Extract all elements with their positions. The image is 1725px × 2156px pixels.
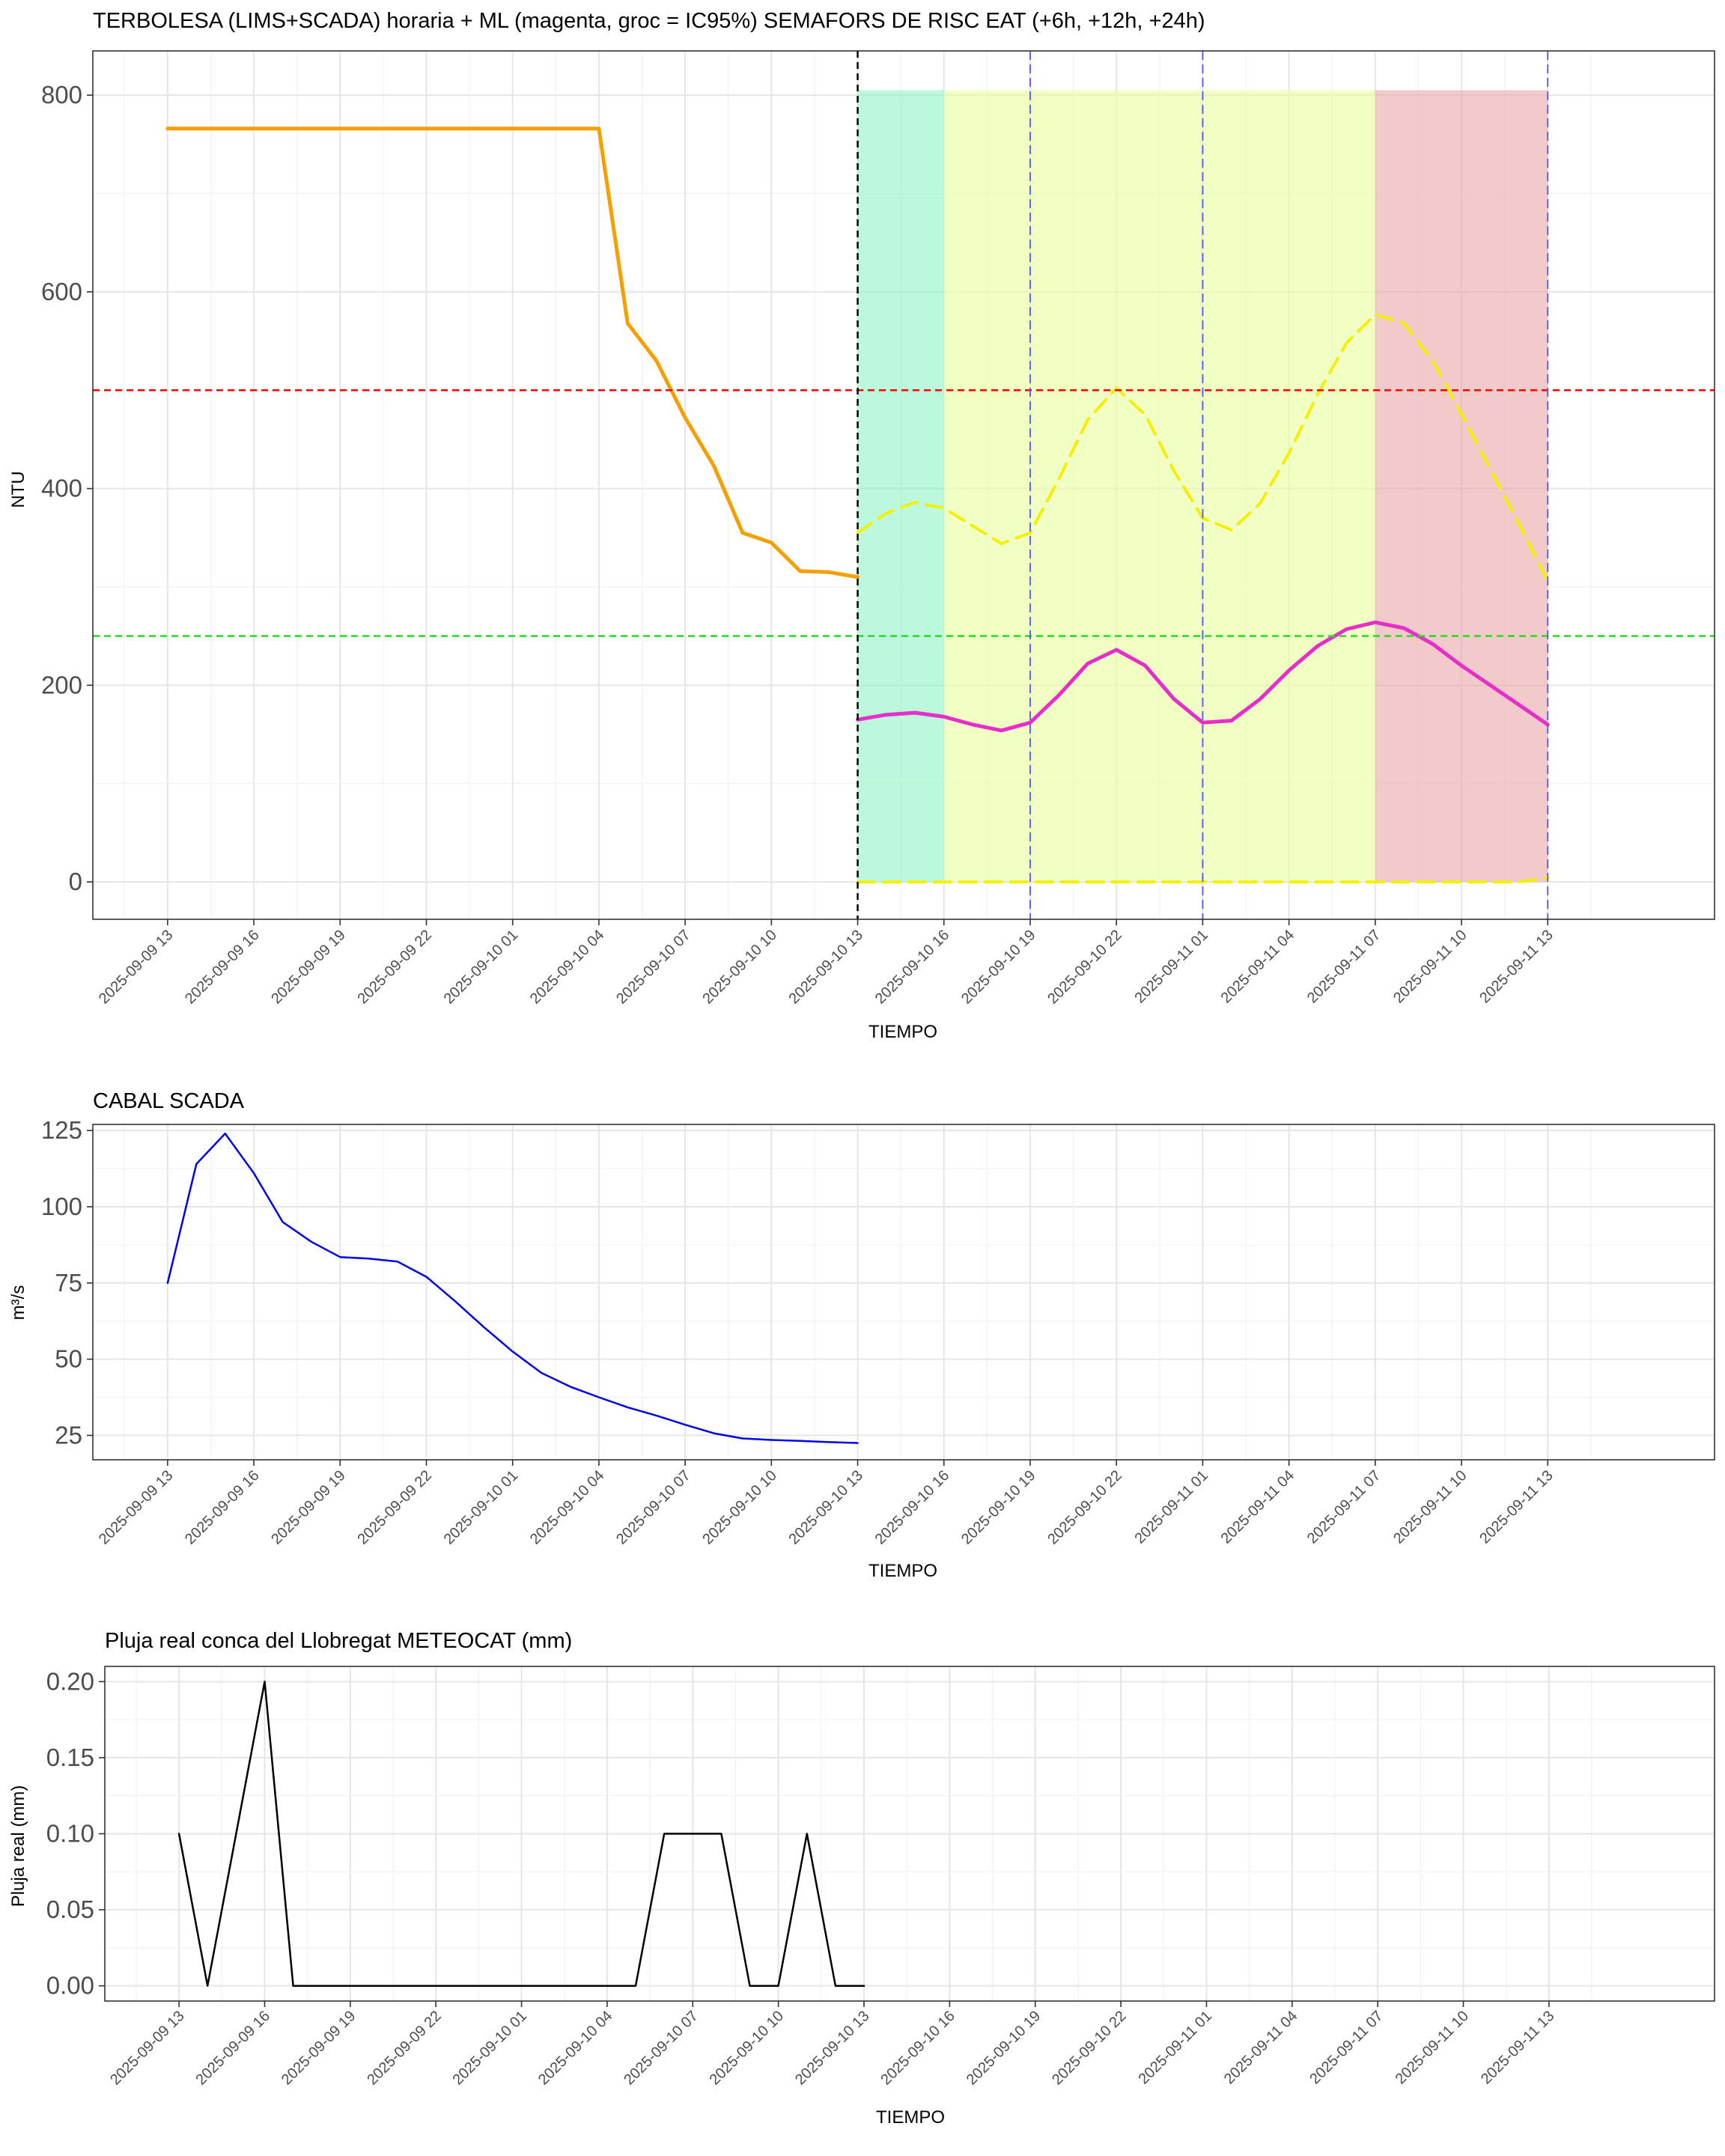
x-tick-label: 2025-09-11 10: [1393, 2008, 1473, 2088]
observed-turbidity-line: [165, 127, 860, 579]
turbidity-title: TERBOLESA (LIMS+SCADA) horaria + ML (mag…: [93, 9, 1205, 33]
x-tick-label: 2025-09-09 22: [364, 2008, 445, 2089]
x-tick-label: 2025-09-10 01: [441, 1467, 522, 1548]
x-tick-label: 2025-09-10 16: [877, 2008, 958, 2089]
y-tick-label: 600: [41, 278, 82, 305]
y-tick-label: 200: [41, 671, 82, 698]
y-tick-label: 125: [41, 1116, 82, 1144]
x-tick-label: 2025-09-11 13: [1476, 927, 1557, 1007]
x-tick-label: 2025-09-11 10: [1390, 1467, 1470, 1547]
x-tick-label: 2025-09-10 01: [450, 2008, 531, 2089]
y-tick-label: 100: [41, 1193, 82, 1220]
plot-border: [92, 1124, 1715, 1461]
rain-panel: Pluja real conca del Llobregat METEOCAT …: [8, 1629, 1715, 2128]
x-tick-label: 2025-09-10 16: [872, 927, 953, 1008]
plot-area: [104, 1666, 1715, 2002]
rain-title: Pluja real conca del Llobregat METEOCAT …: [105, 1629, 572, 1653]
y-tick-label: 50: [55, 1345, 82, 1373]
x-tick-label: 2025-09-09 22: [354, 1467, 435, 1548]
y-tick-label: 0.00: [46, 1972, 94, 2000]
x-tick-label: 2025-09-10 13: [786, 1467, 867, 1548]
y-tick-label: 400: [41, 475, 82, 502]
ci95_lower-line: [856, 876, 1550, 884]
x-tick-label: 2025-09-11 10: [1390, 927, 1470, 1007]
x-tick-label: 2025-09-10 04: [535, 2008, 616, 2089]
flow-x-axis-title: TIEMPO: [868, 1561, 937, 1581]
x-tick-label: 2025-09-11 01: [1131, 927, 1211, 1007]
x-tick-label: 2025-09-09 19: [279, 2008, 359, 2089]
x-tick-label: 2025-09-10 04: [527, 1467, 608, 1548]
x-tick-label: 2025-09-09 16: [192, 2008, 273, 2089]
x-tick-label: 2025-09-11 04: [1218, 1467, 1298, 1547]
x-tick-label: 2025-09-10 07: [613, 927, 694, 1008]
x-tick-label: 2025-09-09 13: [107, 2008, 188, 2089]
x-tick-label: 2025-09-10 19: [964, 2008, 1044, 2089]
prediction-line: [856, 620, 1550, 733]
y-tick-label: 0.15: [46, 1744, 94, 1771]
x-tick-label: 2025-09-10 10: [699, 1467, 780, 1548]
risk-band-green: [857, 90, 944, 883]
flow-panel: CABAL SCADA TIEMPO m³/s 25 50 75 100 125 2025…: [8, 1089, 1715, 1581]
x-tick-label: 2025-09-10 13: [792, 2008, 873, 2089]
y-tick-label: 25: [55, 1421, 82, 1449]
y-tick-label: 800: [41, 81, 82, 109]
x-tick-label: 2025-09-11 13: [1476, 1467, 1557, 1547]
x-tick-label: 2025-09-09 16: [182, 1467, 263, 1548]
y-tick-label: 75: [55, 1269, 82, 1297]
rain-x-axis-title: TIEMPO: [876, 2107, 945, 2128]
x-tick-label: 2025-09-11 04: [1218, 927, 1298, 1007]
x-tick-label: 2025-09-10 22: [1044, 1467, 1125, 1548]
x-tick-label: 2025-09-09 13: [96, 927, 177, 1008]
y-tick-label: 0: [69, 868, 82, 895]
x-tick-label: 2025-09-10 13: [786, 927, 867, 1008]
x-tick-label: 2025-09-09 13: [96, 1467, 177, 1548]
turbidity-x-axis-title: TIEMPO: [868, 1022, 937, 1042]
plot-background: [93, 1124, 1715, 1460]
x-tick-label: 2025-09-09 19: [268, 1467, 349, 1548]
x-tick-label: 2025-09-10 07: [621, 2008, 702, 2089]
x-tick-label: 2025-09-09 19: [268, 927, 349, 1008]
x-tick-label: 2025-09-09 16: [182, 927, 263, 1008]
x-tick-label: 2025-09-10 22: [1049, 2008, 1130, 2089]
x-tick-label: 2025-09-10 19: [958, 927, 1039, 1008]
x-tick-label: 2025-09-10 16: [872, 1467, 953, 1548]
risk-band-red: [1375, 90, 1548, 883]
y-tick-label: 0.10: [46, 1820, 94, 1848]
x-tick-label: 2025-09-11 13: [1478, 2008, 1558, 2088]
x-tick-label: 2025-09-09 22: [354, 927, 435, 1008]
rain-line: [177, 1681, 865, 1987]
x-tick-label: 2025-09-10 04: [527, 927, 608, 1008]
x-tick-label: 2025-09-11 01: [1135, 2008, 1215, 2088]
x-tick-label: 2025-09-11 01: [1131, 1467, 1211, 1547]
x-tick-label: 2025-09-10 10: [707, 2008, 788, 2089]
x-tick-label: 2025-09-11 04: [1221, 2008, 1301, 2088]
x-tick-label: 2025-09-10 10: [699, 927, 780, 1008]
x-tick-label: 2025-09-10 01: [441, 927, 522, 1008]
x-tick-label: 2025-09-10 07: [613, 1467, 694, 1548]
plot-border: [92, 50, 1715, 920]
x-tick-label: 2025-09-11 07: [1304, 927, 1384, 1007]
x-tick-label: 2025-09-10 19: [958, 1467, 1039, 1548]
plot-area: [92, 50, 1715, 920]
x-tick-label: 2025-09-11 07: [1306, 2008, 1387, 2088]
rain-y-axis-title: Pluja real (mm): [8, 1785, 28, 1907]
plot-area: [92, 1124, 1715, 1461]
flow-line: [166, 1132, 859, 1444]
flow-title: CABAL SCADA: [93, 1089, 245, 1113]
x-tick-label: 2025-09-10 22: [1044, 927, 1125, 1008]
risk-band-yellow: [943, 90, 1375, 883]
turbidity-panel: TERBOLESA (LIMS+SCADA) horaria + ML (mag…: [8, 9, 1715, 1042]
flow-y-axis-title: m³/s: [8, 1285, 28, 1321]
y-tick-label: 0.20: [46, 1667, 94, 1695]
turbidity-y-axis-title: NTU: [8, 471, 28, 508]
y-tick-label: 0.05: [46, 1895, 94, 1923]
x-tick-label: 2025-09-11 07: [1304, 1467, 1384, 1547]
